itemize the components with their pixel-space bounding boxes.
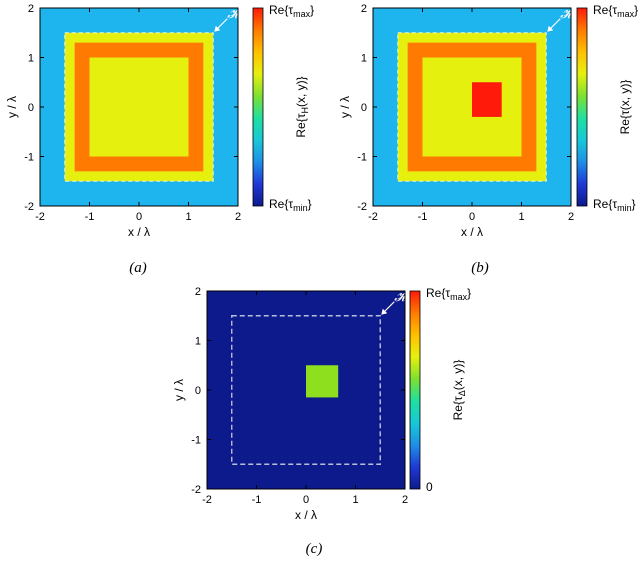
y-axis-label: y / λ <box>5 96 19 118</box>
x-tick-label: 1 <box>185 211 191 223</box>
x-axis-label: x / λ <box>128 225 150 239</box>
y-tick-label: 2 <box>361 3 367 15</box>
hull-arrowhead <box>547 25 554 32</box>
y-tick-label: -2 <box>191 484 201 496</box>
x-tick-label: 0 <box>303 494 309 506</box>
x-tick-label: 0 <box>136 211 142 223</box>
x-tick-label: -1 <box>252 494 262 506</box>
colorbar-title: Re{τH(x, y)} <box>294 76 310 137</box>
panel-caption: (c) <box>306 541 323 557</box>
colorbar <box>576 7 588 207</box>
x-tick-label: 1 <box>518 211 524 223</box>
y-tick-label: 0 <box>28 102 34 114</box>
inclusion-square <box>472 82 502 117</box>
x-axis-label: x / λ <box>295 508 317 522</box>
x-tick-label: 2 <box>568 211 574 223</box>
y-tick-label: -1 <box>24 152 34 164</box>
colorbar-min-label: 0 <box>426 480 433 494</box>
colorbar <box>252 7 264 207</box>
colorbar-title: Re{τΔ(x, y)} <box>451 360 467 421</box>
y-axis-label: y / λ <box>172 379 186 401</box>
x-tick-label: -1 <box>85 211 95 223</box>
x-tick-label: -2 <box>202 494 212 506</box>
x-tick-label: -1 <box>418 211 428 223</box>
x-tick-label: -2 <box>35 211 45 223</box>
x-tick-label: 2 <box>402 494 408 506</box>
y-tick-label: -2 <box>357 201 367 213</box>
x-tick-label: 1 <box>352 494 358 506</box>
hull-arrowhead <box>381 308 388 315</box>
colorbar-min-label: Re{τmin} <box>593 197 636 213</box>
x-tick-label: 0 <box>469 211 475 223</box>
panel-caption: (b) <box>471 260 489 276</box>
y-tick-label: 0 <box>361 102 367 114</box>
y-tick-label: 1 <box>361 53 367 65</box>
colorbar-max-label: Re{τmax} <box>269 3 314 19</box>
x-axis-label: x / λ <box>461 225 483 239</box>
hull-outline <box>64 32 214 182</box>
inner-square <box>89 57 189 157</box>
colorbar-title: Re{τ(x, y)} <box>618 80 632 135</box>
colorbar-max-label: Re{τmax} <box>426 286 471 302</box>
y-tick-label: 0 <box>195 385 201 397</box>
difference-square <box>306 365 339 398</box>
y-tick-label: 2 <box>195 286 201 298</box>
hull-outline <box>231 315 381 465</box>
y-tick-label: 1 <box>28 53 34 65</box>
y-tick-label: -2 <box>24 201 34 213</box>
panel-caption: (a) <box>129 260 147 276</box>
y-tick-label: 2 <box>28 3 34 15</box>
x-tick-label: -2 <box>368 211 378 223</box>
colorbar-min-label: Re{τmin} <box>269 197 312 213</box>
hull-outline <box>397 32 547 182</box>
y-axis-label: y / λ <box>338 96 352 118</box>
colorbar-max-label: Re{τmax} <box>593 3 638 19</box>
hull-arrowhead <box>214 25 221 32</box>
colorbar <box>409 290 421 490</box>
y-tick-label: -1 <box>357 152 367 164</box>
y-tick-label: 1 <box>195 336 201 348</box>
x-tick-label: 2 <box>235 211 241 223</box>
y-tick-label: -1 <box>191 435 201 447</box>
